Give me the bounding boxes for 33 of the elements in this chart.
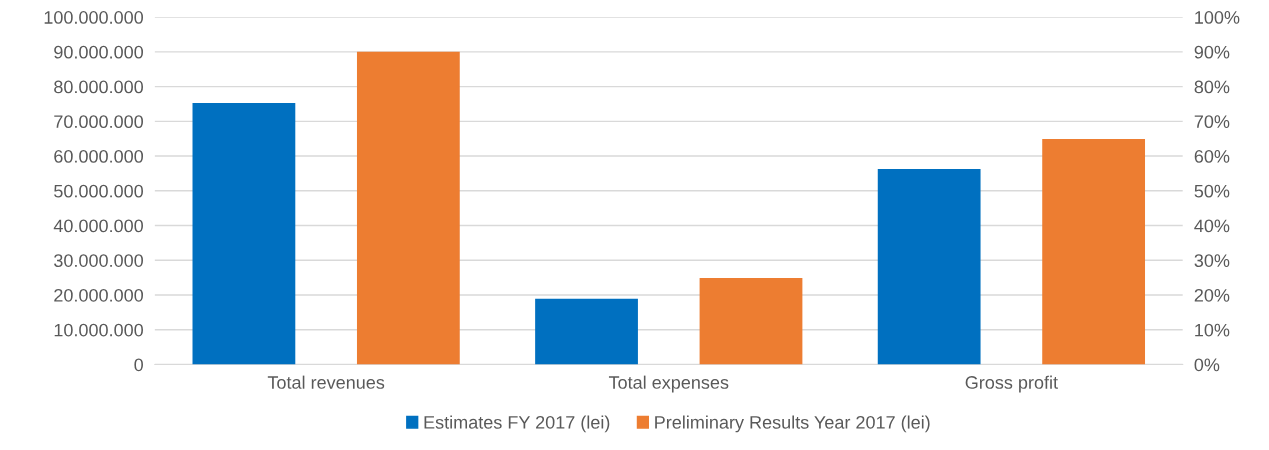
y2-tick-label: 10%: [1195, 323, 1230, 337]
y-tick-label: 30.000.000: [54, 254, 144, 267]
y-tick-label: 100.000.000: [44, 11, 144, 24]
y2-tick-label: 0%: [1194, 358, 1220, 372]
bar: [699, 278, 803, 365]
y-tick-label: 70.000.000: [54, 115, 144, 129]
y2-tick-label: 80%: [1194, 80, 1230, 94]
x-tick-label: Total revenues: [267, 375, 385, 389]
y2-tick-label: 20%: [1194, 288, 1230, 302]
y-tick-label: 50.000.000: [54, 184, 144, 198]
x-tick-label: Gross profit: [965, 375, 1058, 393]
y-tick-label: 80.000.000: [54, 80, 144, 94]
legend-label: Estimates FY 2017 (lei): [424, 415, 610, 433]
y-tick-label: 60.000.000: [54, 149, 144, 163]
y-tick-label: 90.000.000: [54, 45, 144, 59]
bar: [192, 102, 296, 365]
y2-tick-label: 30%: [1194, 254, 1230, 267]
legend-label: Preliminary Results Year 2017 (lei): [655, 415, 930, 433]
y2-tick-label: 100%: [1195, 11, 1240, 24]
bar: [877, 168, 981, 365]
y-tick-label: 20.000.000: [54, 288, 144, 302]
y-tick-label: 10.000.000: [54, 323, 144, 337]
y2-tick-label: 50%: [1194, 184, 1230, 198]
bar: [1042, 139, 1146, 365]
y-tick-label: 0: [134, 358, 143, 372]
y2-tick-label: 90%: [1194, 45, 1230, 59]
y2-tick-label: 70%: [1194, 115, 1230, 129]
y2-tick-label: 40%: [1194, 219, 1230, 233]
bar: [356, 51, 460, 365]
y-tick-label: 40.000.000: [53, 219, 144, 233]
x-tick-label: Total expenses: [608, 375, 729, 393]
y2-tick-label: 60%: [1194, 149, 1230, 163]
bar: [535, 298, 638, 365]
